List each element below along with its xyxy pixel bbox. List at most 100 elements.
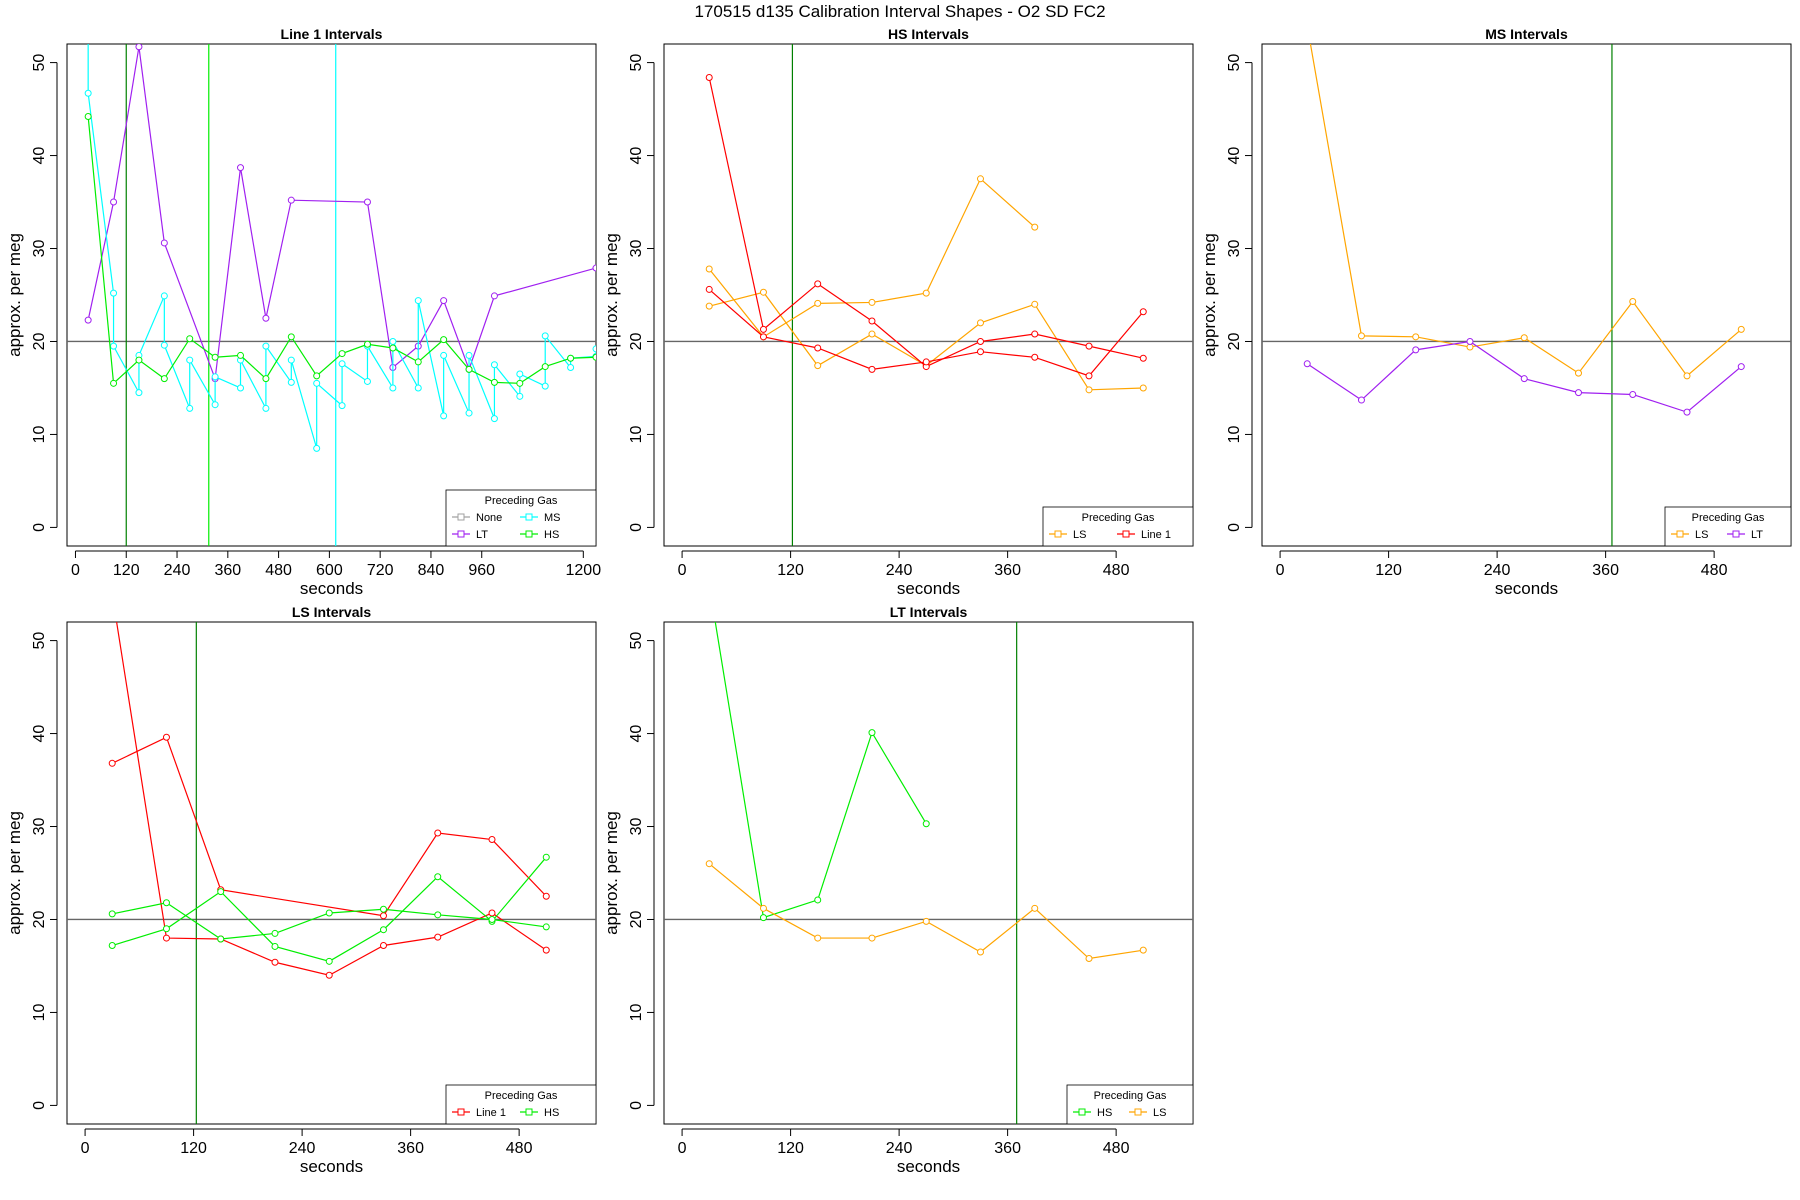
y-tick-label: 20 (628, 332, 645, 350)
data-point (160, 341, 168, 349)
data-point (313, 379, 321, 387)
x-axis-label: seconds (1495, 579, 1558, 598)
panel-3: LS Intervals 0 10 20 30 40 50 0 120 240 360 480 seco… (5, 604, 597, 1176)
y-tick-label: 50 (31, 632, 48, 650)
data-point (1085, 955, 1093, 963)
data-point (1412, 346, 1420, 354)
series-line (1309, 44, 1742, 377)
data-point (465, 409, 473, 417)
legend-title: Preceding Gas (485, 495, 558, 507)
series-hs (706, 582, 930, 922)
data-point (186, 404, 194, 412)
legend-marker (525, 1108, 533, 1116)
data-point (541, 382, 549, 390)
data-point (440, 297, 448, 305)
series-line (112, 856, 547, 962)
x-tick-label: 480 (506, 1140, 533, 1157)
series-lt (84, 44, 596, 383)
data-point (759, 904, 767, 912)
legend-label: HS (544, 1107, 559, 1119)
data-point (922, 358, 930, 366)
legend-marker (457, 513, 465, 521)
data-point (379, 905, 387, 913)
y-axis: 0 10 20 30 40 50 (31, 54, 58, 532)
data-point (1031, 904, 1039, 912)
data-point (705, 265, 713, 273)
data-point (706, 582, 712, 588)
data-point (1303, 360, 1311, 368)
data-point (160, 292, 168, 300)
series-line-1 (108, 733, 550, 920)
y-tick-label: 40 (628, 147, 645, 165)
data-point (868, 365, 876, 373)
legend: Preceding Gas Line 1 HS (445, 1084, 597, 1125)
data-point (108, 942, 116, 950)
y-tick-label: 30 (31, 818, 48, 836)
data-point (541, 363, 549, 371)
legend-entry: None (452, 512, 502, 524)
legend-entry: HS (1073, 1107, 1112, 1119)
plot-area (67, 622, 596, 1124)
data-point (592, 264, 596, 272)
y-tick-label: 30 (628, 818, 645, 836)
data-point (592, 353, 596, 361)
data-point (434, 911, 442, 919)
series-ms (84, 44, 596, 452)
data-point (1031, 223, 1039, 231)
y-tick-label: 50 (1226, 54, 1243, 72)
data-point (325, 971, 333, 979)
data-point (976, 348, 984, 356)
data-point (868, 330, 876, 338)
data-point (363, 377, 371, 385)
data-point (922, 289, 930, 297)
data-point (516, 392, 524, 400)
x-tick-label: 120 (180, 1140, 207, 1157)
data-point (567, 354, 575, 362)
legend-marker (1122, 530, 1130, 538)
x-tick-label: 360 (1592, 562, 1619, 579)
data-point (379, 926, 387, 934)
data-point (262, 314, 270, 322)
x-tick-label: 840 (418, 562, 445, 579)
y-axis-label: approx. per meg (602, 811, 621, 935)
data-point (271, 958, 279, 966)
data-point (338, 360, 346, 368)
data-point (488, 915, 496, 923)
data-point (84, 89, 92, 97)
data-point (516, 379, 524, 387)
data-point (211, 353, 219, 361)
data-point (262, 404, 270, 412)
x-axis-label: seconds (897, 579, 960, 598)
y-tick-label: 50 (628, 54, 645, 72)
legend-title: Preceding Gas (485, 1090, 558, 1102)
data-point (162, 934, 170, 942)
data-point (110, 289, 118, 297)
legend-entry: Line 1 (1117, 529, 1171, 541)
x-tick-label: 0 (71, 562, 80, 579)
x-tick-label: 1200 (566, 562, 602, 579)
panel-4: LT Intervals 0 10 20 30 40 50 0 120 240 360 480 seco… (602, 582, 1194, 1176)
x-tick-label: 120 (777, 1140, 804, 1157)
data-point (976, 319, 984, 327)
data-point (379, 942, 387, 950)
panel-2: MS Intervals 0 10 20 30 40 50 0 120 240 360 480 seco… (1200, 26, 1792, 598)
legend-title: Preceding Gas (1094, 1090, 1167, 1102)
legend: Preceding Gas None MS LT HS (445, 489, 597, 547)
data-point (814, 344, 822, 352)
y-tick-label: 40 (31, 725, 48, 743)
data-point (135, 356, 143, 364)
legend-entry: LT (1727, 529, 1763, 541)
x-axis: 0 120 240 360 480 (1276, 550, 1728, 579)
data-point (490, 378, 498, 386)
series-lt (1303, 337, 1745, 416)
data-point (84, 316, 92, 324)
y-axis: 0 10 20 30 40 50 (1226, 54, 1253, 532)
data-point (414, 358, 422, 366)
legend-label: Line 1 (476, 1107, 506, 1119)
data-point (759, 333, 767, 341)
data-point (705, 73, 713, 81)
y-axis-label: approx. per meg (602, 233, 621, 357)
data-point (814, 299, 822, 307)
data-point (490, 361, 498, 369)
x-tick-label: 120 (777, 562, 804, 579)
